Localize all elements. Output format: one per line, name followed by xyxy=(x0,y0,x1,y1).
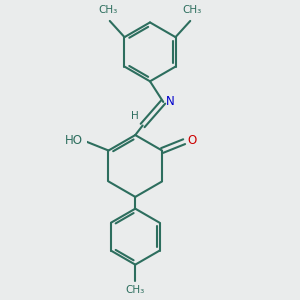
Text: CH₃: CH₃ xyxy=(126,285,145,295)
Text: CH₃: CH₃ xyxy=(182,5,201,15)
Text: H: H xyxy=(131,111,139,121)
Text: HO: HO xyxy=(65,134,83,147)
Text: CH₃: CH₃ xyxy=(99,5,118,15)
Text: O: O xyxy=(188,134,197,147)
Text: N: N xyxy=(166,95,174,108)
